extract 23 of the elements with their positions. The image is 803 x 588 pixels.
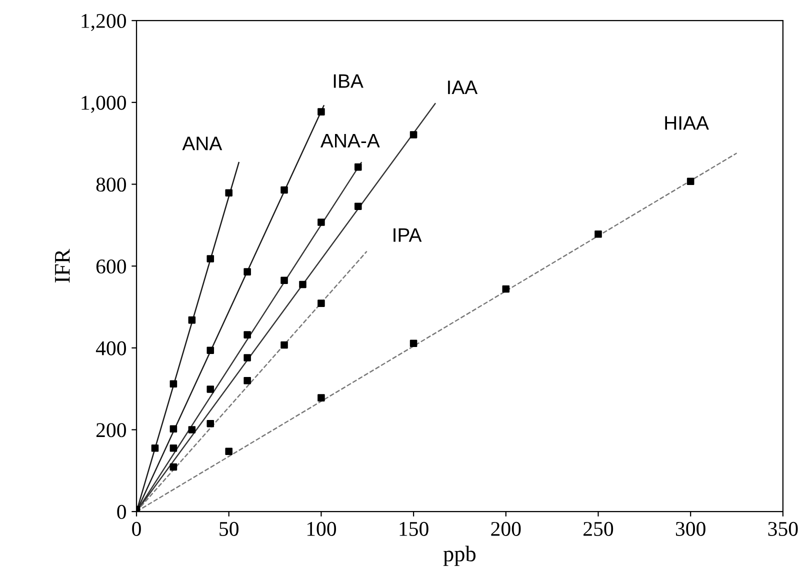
x-tick-label: 100 [307,522,336,536]
y-tick-label: 1,000 [82,96,126,113]
y-tick-label: 1,200 [82,14,126,32]
series-label: IAA [448,80,478,94]
x-tick-label: 150 [400,522,428,536]
x-tick-label: 350 [768,522,798,536]
x-tick-label: 250 [584,522,614,536]
series-label: IBA [334,74,364,88]
series-label: IPA [394,228,422,242]
y-tick-label: 400 [96,341,126,356]
x-tick-label: 200 [491,522,521,536]
y-tick-label: 800 [96,178,126,192]
y-tick-label: 0 [117,504,126,519]
x-tick-label: 300 [676,522,706,536]
x-axis-title: ppb [443,546,476,566]
series-label: ANA-A [320,134,380,148]
x-tick-label: 50 [220,522,238,536]
series-label: ANA [182,136,222,150]
y-tick-label: 200 [96,423,126,438]
series-label: HIAA [665,116,709,130]
y-tick-label: 600 [96,259,126,274]
y-axis-title: IFR [55,248,70,283]
x-tick-label: 0 [132,522,141,536]
